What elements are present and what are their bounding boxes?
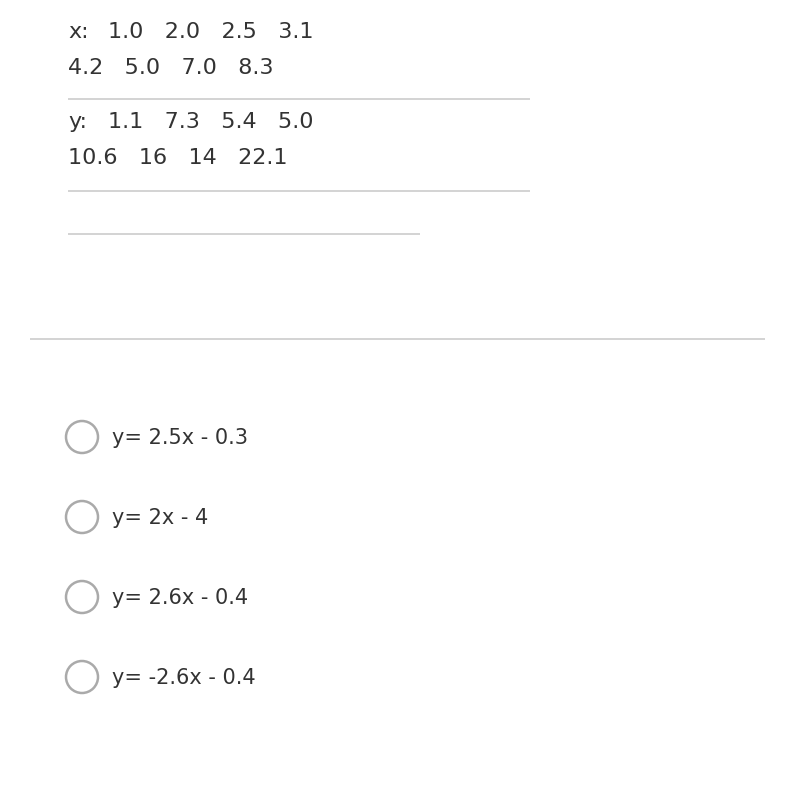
Text: y= 2x - 4: y= 2x - 4 (112, 508, 208, 528)
Text: 10.6   16   14   22.1: 10.6 16 14 22.1 (68, 148, 287, 168)
Text: y:: y: (68, 111, 87, 132)
Text: x:: x: (68, 22, 89, 42)
Text: 1.0   2.0   2.5   3.1: 1.0 2.0 2.5 3.1 (108, 22, 314, 42)
Text: 1.1   7.3   5.4   5.0: 1.1 7.3 5.4 5.0 (108, 111, 314, 132)
Text: y= 2.6x - 0.4: y= 2.6x - 0.4 (112, 587, 248, 607)
Text: 4.2   5.0   7.0   8.3: 4.2 5.0 7.0 8.3 (68, 58, 274, 78)
Text: y= -2.6x - 0.4: y= -2.6x - 0.4 (112, 667, 256, 687)
Text: y= 2.5x - 0.3: y= 2.5x - 0.3 (112, 427, 248, 448)
